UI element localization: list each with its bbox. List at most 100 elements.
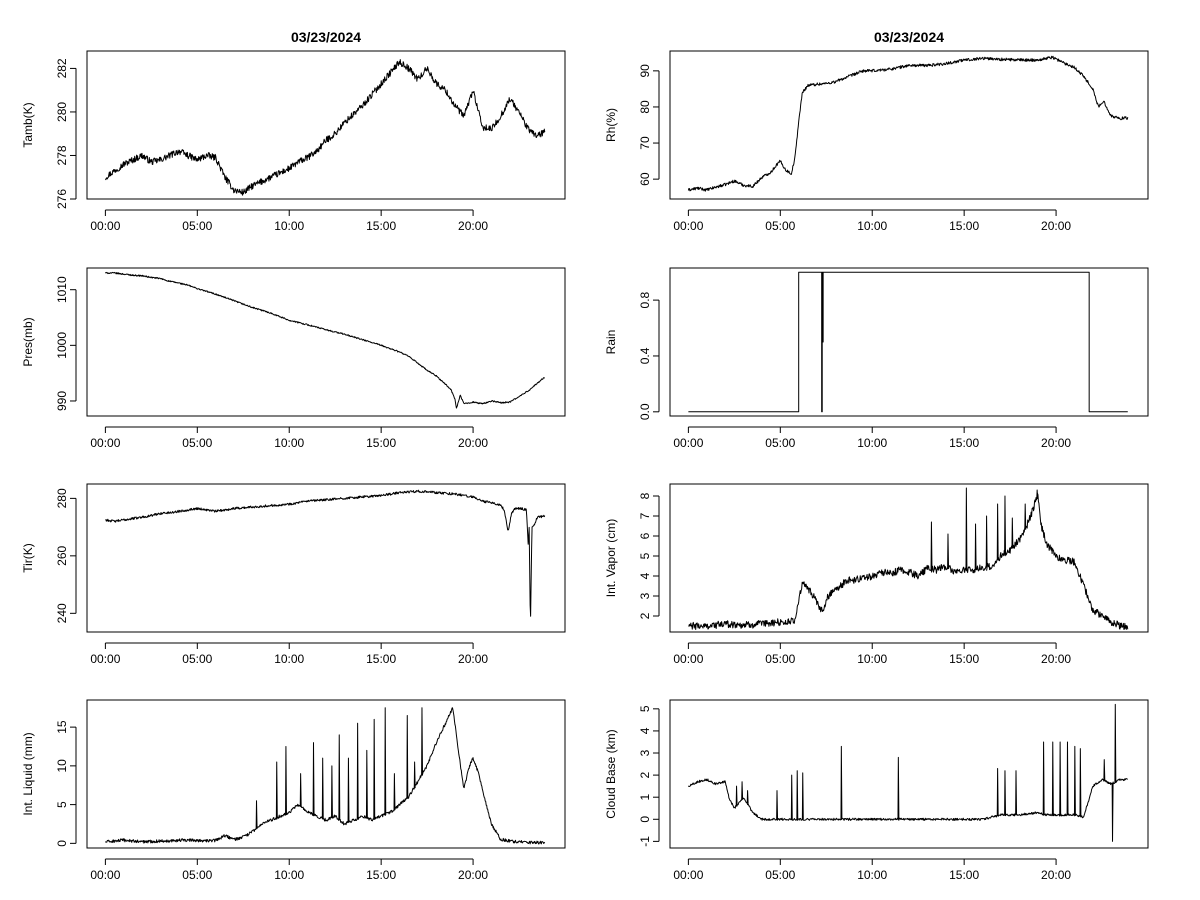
y-tick-label: 1000 — [55, 332, 69, 359]
panel-7: 00:00 05:00 10:00 15:00 20:00 0 5 10 15 Int. Liqu… — [21, 699, 566, 882]
x-tick-label: 15:00 — [366, 868, 396, 882]
y-tick-label: 60 — [638, 172, 652, 186]
y-axis-label: Int. Vapor (cm) — [604, 519, 618, 597]
y-tick-label: 15 — [55, 720, 69, 734]
y-tick-label: 3 — [638, 592, 652, 599]
y-tick-label: 1010 — [55, 276, 69, 303]
panel-2: 03/23/2024 00:00 05:00 10:00 15:00 20:00 60 70 8… — [604, 29, 1149, 233]
x-tick-label: 05:00 — [765, 436, 795, 450]
series-line — [687, 55, 1129, 192]
plot-frame — [669, 699, 1149, 849]
y-tick-label: 5 — [638, 705, 652, 712]
panel-1: 03/23/2024 00:00 05:00 10:00 15:00 20:00 276 27… — [21, 29, 566, 233]
plot-frame — [86, 699, 566, 849]
y-tick-label: -1 — [638, 836, 652, 847]
x-tick-label: 15:00 — [949, 219, 979, 233]
x-tick-label: 05:00 — [765, 652, 795, 666]
x-tick-label: 15:00 — [366, 652, 396, 666]
y-tick-label: 0.0 — [638, 403, 652, 420]
series-line — [104, 59, 546, 196]
y-tick-label: 2 — [638, 612, 652, 619]
y-tick-label: 0.8 — [638, 291, 652, 308]
x-tick-label: 00:00 — [90, 219, 120, 233]
plot-frame — [669, 483, 1149, 633]
y-tick-label: 0.4 — [638, 347, 652, 364]
y-tick-label: 4 — [638, 572, 652, 579]
y-axis-label: Pres(mb) — [21, 317, 35, 366]
series-line — [104, 271, 546, 409]
x-tick-label: 15:00 — [949, 652, 979, 666]
x-tick-label: 20:00 — [1041, 219, 1071, 233]
y-tick-label: 7 — [638, 512, 652, 519]
x-tick-label: 05:00 — [182, 868, 212, 882]
y-tick-label: 6 — [638, 532, 652, 539]
y-axis-label: Rain — [604, 330, 618, 355]
x-tick-label: 20:00 — [458, 652, 488, 666]
panel-3: 00:00 05:00 10:00 15:00 20:00 990 1000 1010 Pres… — [21, 267, 566, 450]
panel-4: 00:00 05:00 10:00 15:00 20:00 0.0 0.4 0.8 Rain — [604, 267, 1149, 450]
x-tick-label: 20:00 — [458, 219, 488, 233]
y-tick-label: 1 — [638, 794, 652, 801]
y-tick-label: 240 — [55, 603, 69, 623]
y-axis-label: Int. Liquid (mm) — [21, 732, 35, 815]
y-tick-label: 4 — [638, 727, 652, 734]
x-tick-label: 00:00 — [673, 436, 703, 450]
x-tick-label: 05:00 — [182, 436, 212, 450]
y-tick-label: 5 — [55, 801, 69, 808]
y-axis-label: Rh(%) — [604, 108, 618, 142]
x-tick-label: 20:00 — [1041, 868, 1071, 882]
x-tick-label: 00:00 — [90, 436, 120, 450]
x-tick-label: 15:00 — [366, 436, 396, 450]
series-line — [688, 487, 1129, 630]
y-tick-label: 280 — [55, 102, 69, 122]
y-axis-label: Cloud Base (km) — [604, 729, 618, 818]
x-tick-label: 05:00 — [182, 652, 212, 666]
x-tick-label: 05:00 — [765, 868, 795, 882]
plot-frame — [669, 50, 1149, 200]
x-tick-label: 00:00 — [90, 868, 120, 882]
y-tick-label: 260 — [55, 546, 69, 566]
x-tick-label: 10:00 — [857, 652, 887, 666]
x-tick-label: 00:00 — [673, 219, 703, 233]
x-tick-label: 10:00 — [274, 868, 304, 882]
x-tick-label: 20:00 — [458, 868, 488, 882]
y-tick-label: 278 — [55, 145, 69, 165]
plot-frame — [86, 267, 566, 417]
x-tick-label: 10:00 — [857, 868, 887, 882]
x-tick-label: 10:00 — [274, 219, 304, 233]
y-tick-label: 282 — [55, 58, 69, 78]
y-tick-label: 2 — [638, 771, 652, 778]
chart-title: 03/23/2024 — [874, 29, 944, 45]
x-tick-label: 00:00 — [673, 652, 703, 666]
panel-6: 00:00 05:00 10:00 15:00 20:00 2 3 4 5 6 7 8 Int. Vap… — [604, 483, 1149, 666]
y-tick-label: 70 — [638, 136, 652, 150]
x-tick-label: 00:00 — [90, 652, 120, 666]
x-tick-label: 15:00 — [949, 436, 979, 450]
panel-5: 00:00 05:00 10:00 15:00 20:00 240 260 280 Tir(K) — [21, 483, 566, 666]
x-tick-label: 05:00 — [765, 219, 795, 233]
y-tick-label: 276 — [55, 189, 69, 209]
y-tick-label: 10 — [55, 759, 69, 773]
x-tick-label: 15:00 — [949, 868, 979, 882]
y-tick-label: 90 — [638, 64, 652, 78]
x-tick-label: 05:00 — [182, 219, 212, 233]
y-axis-label: Tamb(K) — [21, 102, 35, 147]
y-tick-label: 280 — [55, 488, 69, 508]
x-tick-label: 20:00 — [1041, 436, 1071, 450]
y-tick-label: 5 — [638, 552, 652, 559]
y-tick-label: 0 — [638, 816, 652, 823]
y-tick-label: 3 — [638, 749, 652, 756]
x-tick-label: 20:00 — [1041, 652, 1071, 666]
series-line — [105, 489, 546, 617]
y-tick-label: 0 — [55, 840, 69, 847]
y-tick-label: 80 — [638, 100, 652, 114]
y-tick-label: 8 — [638, 492, 652, 499]
x-tick-label: 20:00 — [458, 436, 488, 450]
x-tick-label: 10:00 — [274, 652, 304, 666]
series-line — [687, 703, 1128, 842]
x-tick-label: 10:00 — [857, 219, 887, 233]
y-axis-label: Tir(K) — [21, 543, 35, 573]
plot-frame — [669, 267, 1149, 417]
x-tick-label: 10:00 — [857, 436, 887, 450]
series-line — [104, 707, 546, 845]
